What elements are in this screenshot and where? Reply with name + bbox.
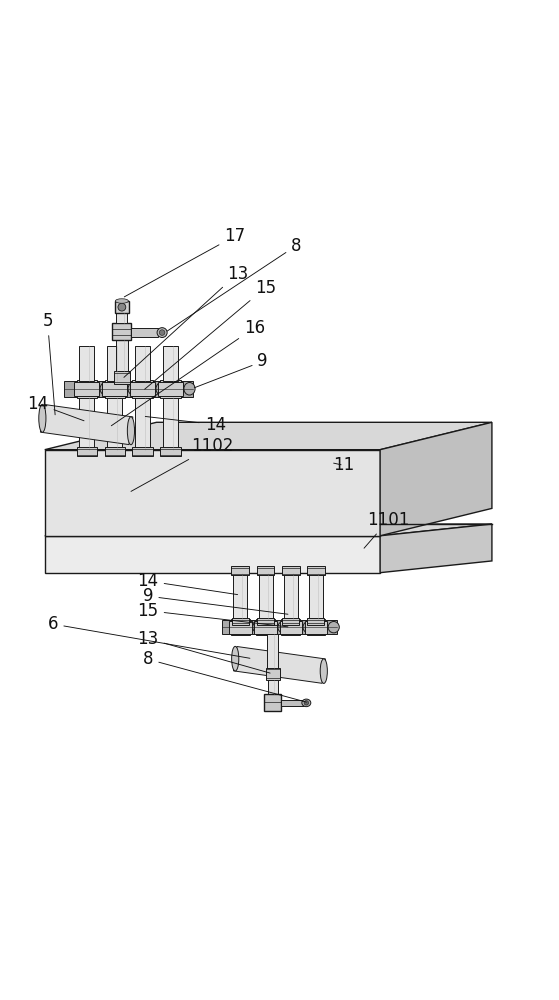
Polygon shape [64,381,193,397]
Polygon shape [231,566,249,575]
Text: 6: 6 [48,615,250,658]
Polygon shape [45,536,380,573]
Polygon shape [102,382,127,396]
Text: 13: 13 [124,265,248,377]
Text: 17: 17 [124,227,245,297]
Polygon shape [284,573,298,620]
Polygon shape [229,621,252,634]
Text: 14: 14 [145,416,226,434]
Text: 15: 15 [145,279,276,389]
Ellipse shape [39,404,46,432]
Polygon shape [163,346,178,381]
Ellipse shape [302,699,311,707]
Text: 5: 5 [42,312,55,415]
Polygon shape [77,447,97,456]
Circle shape [304,701,309,705]
Ellipse shape [278,621,289,633]
Ellipse shape [184,382,195,395]
Polygon shape [79,346,94,381]
Polygon shape [132,447,153,456]
Polygon shape [45,422,492,450]
Polygon shape [234,647,325,683]
Polygon shape [107,397,122,450]
Polygon shape [231,618,249,625]
Polygon shape [307,618,324,625]
Polygon shape [77,380,97,398]
Polygon shape [112,323,131,340]
Polygon shape [264,694,281,711]
Polygon shape [116,340,128,371]
Text: 11: 11 [333,456,354,474]
Polygon shape [282,619,300,635]
Polygon shape [222,620,337,634]
Polygon shape [266,668,280,680]
Polygon shape [282,618,300,625]
Polygon shape [135,346,150,381]
Polygon shape [380,422,492,536]
Polygon shape [45,524,492,536]
Text: 8: 8 [167,237,301,331]
Text: 1101: 1101 [364,511,410,548]
Polygon shape [281,700,304,706]
Polygon shape [105,447,125,456]
Polygon shape [114,371,130,384]
Polygon shape [254,621,277,634]
Polygon shape [257,566,274,575]
Ellipse shape [127,417,135,445]
Polygon shape [135,397,150,450]
Polygon shape [116,313,127,323]
Polygon shape [234,573,247,620]
Polygon shape [130,382,155,396]
Polygon shape [282,566,300,575]
Ellipse shape [253,621,264,633]
Text: 14: 14 [138,572,238,595]
Polygon shape [160,380,181,398]
Polygon shape [131,328,158,337]
Ellipse shape [156,382,167,395]
Polygon shape [115,301,129,313]
Polygon shape [74,382,99,396]
Ellipse shape [100,382,111,395]
Ellipse shape [328,621,339,633]
Ellipse shape [115,299,129,303]
Text: 9: 9 [195,352,268,388]
Polygon shape [160,447,181,456]
Polygon shape [256,619,274,635]
Polygon shape [257,618,274,625]
Polygon shape [307,566,325,575]
Polygon shape [231,619,249,635]
Polygon shape [267,634,278,668]
Polygon shape [268,680,278,694]
Polygon shape [309,573,323,620]
Text: 1102: 1102 [131,437,234,491]
Polygon shape [280,621,302,634]
Text: 14: 14 [27,395,84,421]
Polygon shape [40,404,133,445]
Polygon shape [380,524,492,573]
Ellipse shape [128,382,139,395]
Text: 8: 8 [143,650,306,702]
Text: 15: 15 [138,602,288,627]
Polygon shape [105,380,125,398]
Polygon shape [107,346,122,381]
Ellipse shape [320,659,328,683]
Polygon shape [305,621,327,634]
Circle shape [118,303,126,311]
Ellipse shape [231,646,239,671]
Polygon shape [163,397,178,450]
Text: 16: 16 [111,319,265,426]
Text: 9: 9 [143,587,288,614]
Circle shape [159,330,165,335]
Ellipse shape [157,328,167,337]
Polygon shape [45,450,380,536]
Polygon shape [132,380,153,398]
Polygon shape [306,619,325,635]
Polygon shape [79,397,94,450]
Polygon shape [258,573,273,620]
Ellipse shape [303,621,314,633]
Text: 13: 13 [138,630,270,673]
Polygon shape [158,382,183,396]
